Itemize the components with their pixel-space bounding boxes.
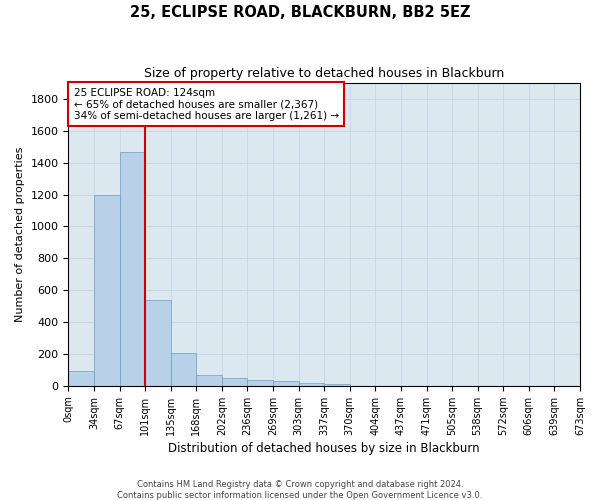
Bar xyxy=(145,300,171,386)
Text: 25, ECLIPSE ROAD, BLACKBURN, BB2 5EZ: 25, ECLIPSE ROAD, BLACKBURN, BB2 5EZ xyxy=(130,5,470,20)
Text: Contains HM Land Registry data © Crown copyright and database right 2024.
Contai: Contains HM Land Registry data © Crown c… xyxy=(118,480,482,500)
Bar xyxy=(119,152,145,386)
Bar xyxy=(94,194,119,386)
Bar xyxy=(196,374,222,386)
Text: 25 ECLIPSE ROAD: 124sqm
← 65% of detached houses are smaller (2,367)
34% of semi: 25 ECLIPSE ROAD: 124sqm ← 65% of detache… xyxy=(74,88,338,121)
Bar xyxy=(222,378,247,386)
Bar xyxy=(247,380,273,386)
Title: Size of property relative to detached houses in Blackburn: Size of property relative to detached ho… xyxy=(144,68,505,80)
Bar xyxy=(324,384,350,386)
Y-axis label: Number of detached properties: Number of detached properties xyxy=(15,147,25,322)
Bar xyxy=(299,382,324,386)
Bar xyxy=(171,353,196,386)
Bar xyxy=(68,370,94,386)
Bar xyxy=(273,382,299,386)
X-axis label: Distribution of detached houses by size in Blackburn: Distribution of detached houses by size … xyxy=(169,442,480,455)
